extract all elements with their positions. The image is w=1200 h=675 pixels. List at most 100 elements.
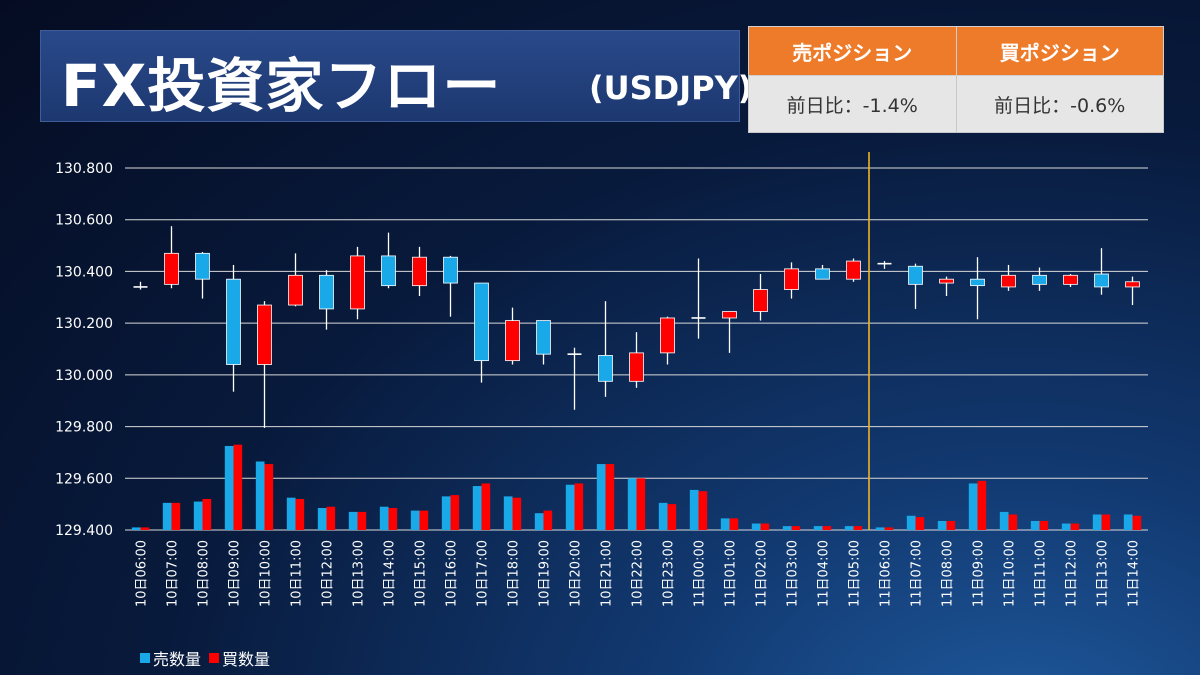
sell-position-change: 前日比：-1.4% — [748, 75, 957, 133]
x-tick-label: 10日10:00 — [259, 540, 274, 607]
x-tick-label: 10日18:00 — [507, 540, 522, 607]
sell-volume-swatch — [140, 653, 150, 663]
buy-volume-bar — [698, 491, 708, 530]
y-tick-label: 130.800 — [55, 161, 113, 177]
sell-volume-bar — [906, 515, 916, 530]
x-tick-label: 11日02:00 — [755, 540, 770, 607]
x-tick-label: 10日12:00 — [321, 540, 336, 607]
buy-volume-bar — [326, 506, 336, 530]
sell-volume-bar — [844, 526, 854, 530]
sell-position-header: 売ポジション — [748, 26, 957, 76]
buy-volume-bar — [667, 504, 677, 530]
buy-volume-bar — [946, 520, 956, 530]
x-tick-label: 10日16:00 — [445, 540, 460, 607]
y-tick-label: 130.000 — [55, 368, 113, 384]
candle-body — [1063, 274, 1078, 285]
sell-volume-bar — [1123, 514, 1133, 530]
buy-volume-bar — [1008, 514, 1018, 530]
x-tick-label: 10日17:00 — [476, 540, 491, 607]
candle-body — [195, 252, 210, 280]
x-tick-label: 11日06:00 — [879, 540, 894, 607]
sell-volume-bar — [348, 511, 358, 530]
x-tick-label: 10日19:00 — [538, 540, 553, 607]
x-tick-label: 10日07:00 — [166, 540, 181, 607]
sell-volume-bar — [875, 527, 885, 530]
buy-volume-swatch — [209, 653, 220, 663]
page-subtitle: (USDJPY) — [589, 69, 753, 107]
x-tick-label: 10日08:00 — [197, 540, 212, 607]
sell-volume-bar — [596, 464, 606, 530]
buy-volume-bar — [233, 444, 243, 530]
x-tick-label: 10日11:00 — [290, 540, 305, 607]
x-tick-label: 11日07:00 — [910, 540, 925, 607]
sell-volume-bar — [720, 518, 730, 530]
candle-body — [1001, 274, 1016, 288]
sell-volume-bar — [689, 489, 699, 530]
buy-volume-bar — [1070, 523, 1080, 530]
buy-volume-bar — [419, 510, 429, 530]
buy-volume-bar — [884, 527, 894, 530]
sell-volume-bar — [565, 484, 575, 530]
x-tick-label: 11日04:00 — [817, 540, 832, 607]
candle-body — [970, 278, 985, 287]
buy-volume-bar — [977, 480, 987, 530]
sell-volume-bar — [782, 526, 792, 530]
candle-body — [319, 274, 334, 310]
x-tick-label: 10日23:00 — [662, 540, 677, 607]
y-tick-label: 129.800 — [55, 420, 113, 436]
sell-volume-bar — [410, 510, 420, 530]
buy-volume-bar — [605, 464, 615, 530]
x-tick-label: 10日14:00 — [383, 540, 398, 607]
candle-body — [1125, 281, 1140, 288]
sell-volume-bar — [1092, 514, 1102, 530]
buy-volume-bar — [729, 518, 739, 530]
buy-volume-bar — [450, 495, 460, 530]
buy-volume-bar — [1039, 520, 1049, 530]
candle-body — [164, 252, 179, 285]
candle-body — [846, 260, 861, 280]
x-tick-label: 11日11:00 — [1034, 540, 1049, 607]
candle-body — [381, 255, 396, 287]
sell-volume-bar — [503, 496, 513, 530]
x-tick-label: 10日09:00 — [228, 540, 243, 607]
candle-body — [753, 289, 768, 312]
title-banner: FX投資家フロー (USDJPY) — [40, 30, 752, 122]
buy-volume-bar — [853, 526, 863, 530]
candle-body — [815, 268, 830, 280]
page-title: FX投資家フロー — [61, 52, 502, 120]
sell-volume-bar — [813, 526, 823, 530]
x-tick-label: 11日12:00 — [1065, 540, 1080, 607]
sell-volume-bar — [1061, 523, 1071, 530]
buy-volume-bar — [388, 508, 398, 530]
sell-volume-bar — [193, 501, 203, 530]
sell-volume-bar — [131, 527, 141, 530]
sell-volume-bar — [224, 445, 234, 530]
candle-body — [939, 278, 954, 284]
sell-volume-bar — [627, 478, 637, 530]
buy-volume-bar — [202, 498, 212, 530]
x-tick-label: 10日22:00 — [631, 540, 646, 607]
sell-volume-bar — [999, 511, 1009, 530]
x-tick-label: 11日13:00 — [1096, 540, 1111, 607]
buy-volume-bar — [171, 502, 181, 530]
buy-volume-bar — [512, 497, 522, 530]
candle-body — [784, 268, 799, 290]
candle-body — [257, 304, 272, 365]
x-tick-label: 10日15:00 — [414, 540, 429, 607]
buy-volume-bar — [295, 498, 305, 530]
x-tick-label: 11日14:00 — [1127, 540, 1142, 607]
candle-body — [474, 282, 489, 362]
legend-buy-volume: 買数量 — [222, 650, 271, 669]
sell-volume-bar — [472, 486, 482, 530]
buy-volume-bar — [264, 464, 274, 530]
sell-volume-bar — [162, 502, 172, 530]
x-tick-label: 10日21:00 — [600, 540, 615, 607]
candle-body — [505, 320, 520, 362]
buy-volume-bar — [791, 526, 801, 530]
sell-volume-bar — [534, 513, 544, 530]
position-table: 売ポジション 買ポジション 前日比：-1.4% 前日比：-0.6% — [748, 26, 1164, 133]
buy-volume-bar — [915, 517, 925, 530]
sell-volume-bar — [255, 461, 265, 530]
candle-body — [536, 320, 551, 355]
